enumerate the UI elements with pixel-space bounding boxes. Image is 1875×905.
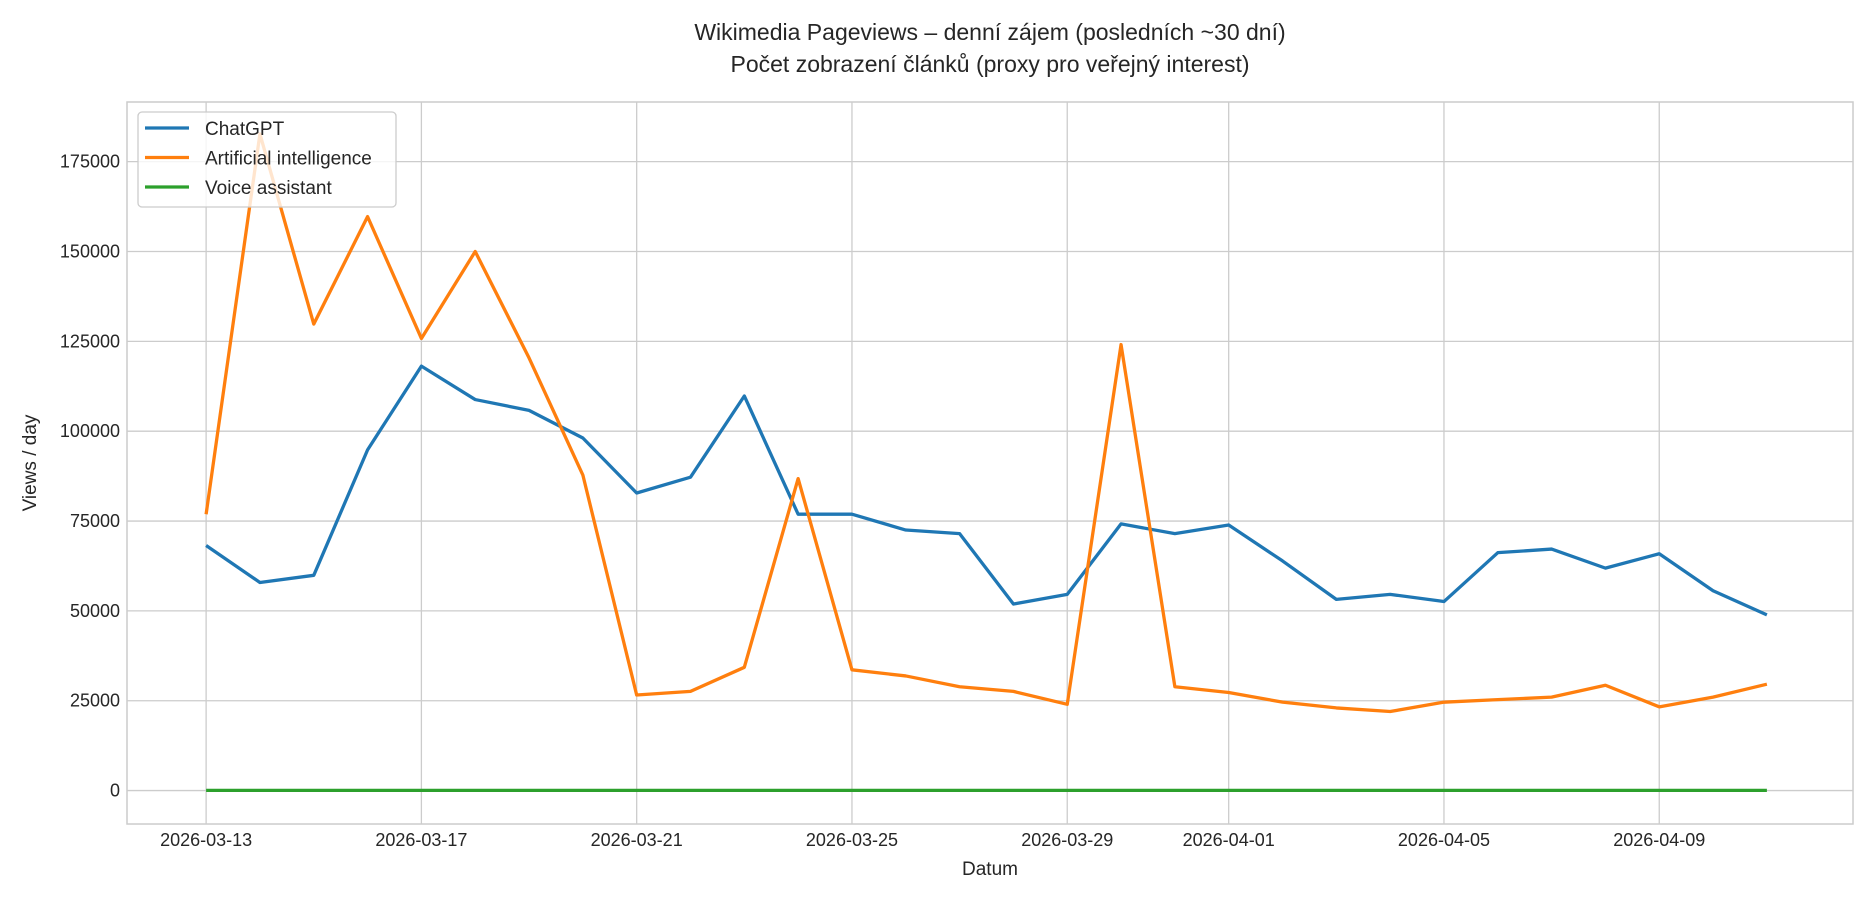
chart-subtitle: Počet zobrazení článků (proxy pro veřejn…	[730, 51, 1249, 77]
y-tick-label: 150000	[60, 242, 120, 262]
y-tick-label: 25000	[70, 691, 120, 711]
x-tick-label: 2026-03-17	[375, 830, 467, 850]
x-tick-label: 2026-04-09	[1613, 830, 1705, 850]
y-tick-label: 0	[110, 781, 120, 801]
y-axis-label: Views / day	[20, 414, 41, 511]
legend-label: Artificial intelligence	[205, 149, 372, 170]
x-tick-label: 2026-03-21	[591, 830, 683, 850]
x-tick-label: 2026-03-29	[1021, 830, 1113, 850]
y-tick-label: 125000	[60, 331, 120, 351]
series-line-chatgpt	[206, 366, 1767, 615]
legend: ChatGPT Artificial intelligence Voice assi…	[138, 112, 396, 207]
y-tick-label: 175000	[60, 152, 120, 172]
x-tick-label: 2026-04-01	[1183, 830, 1275, 850]
legend-label: Voice assistant	[205, 178, 332, 199]
plot-frame	[127, 102, 1853, 824]
y-tick-label: 75000	[70, 511, 120, 531]
x-tick-label: 2026-04-05	[1398, 830, 1490, 850]
series-line-artificial-intelligence	[206, 134, 1767, 712]
chart-title: Wikimedia Pageviews – denní zájem (posle…	[694, 19, 1285, 45]
series-lines	[206, 134, 1767, 790]
x-axis-label: Datum	[962, 859, 1018, 880]
grid	[127, 102, 1853, 824]
y-tick-label: 50000	[70, 601, 120, 621]
tick-labels: 0 25000 50000 75000 100000 125000 150000 175000…	[60, 152, 1705, 850]
x-tick-label: 2026-03-13	[160, 830, 252, 850]
legend-label: ChatGPT	[205, 119, 285, 140]
y-tick-label: 100000	[60, 421, 120, 441]
x-tick-label: 2026-03-25	[806, 830, 898, 850]
